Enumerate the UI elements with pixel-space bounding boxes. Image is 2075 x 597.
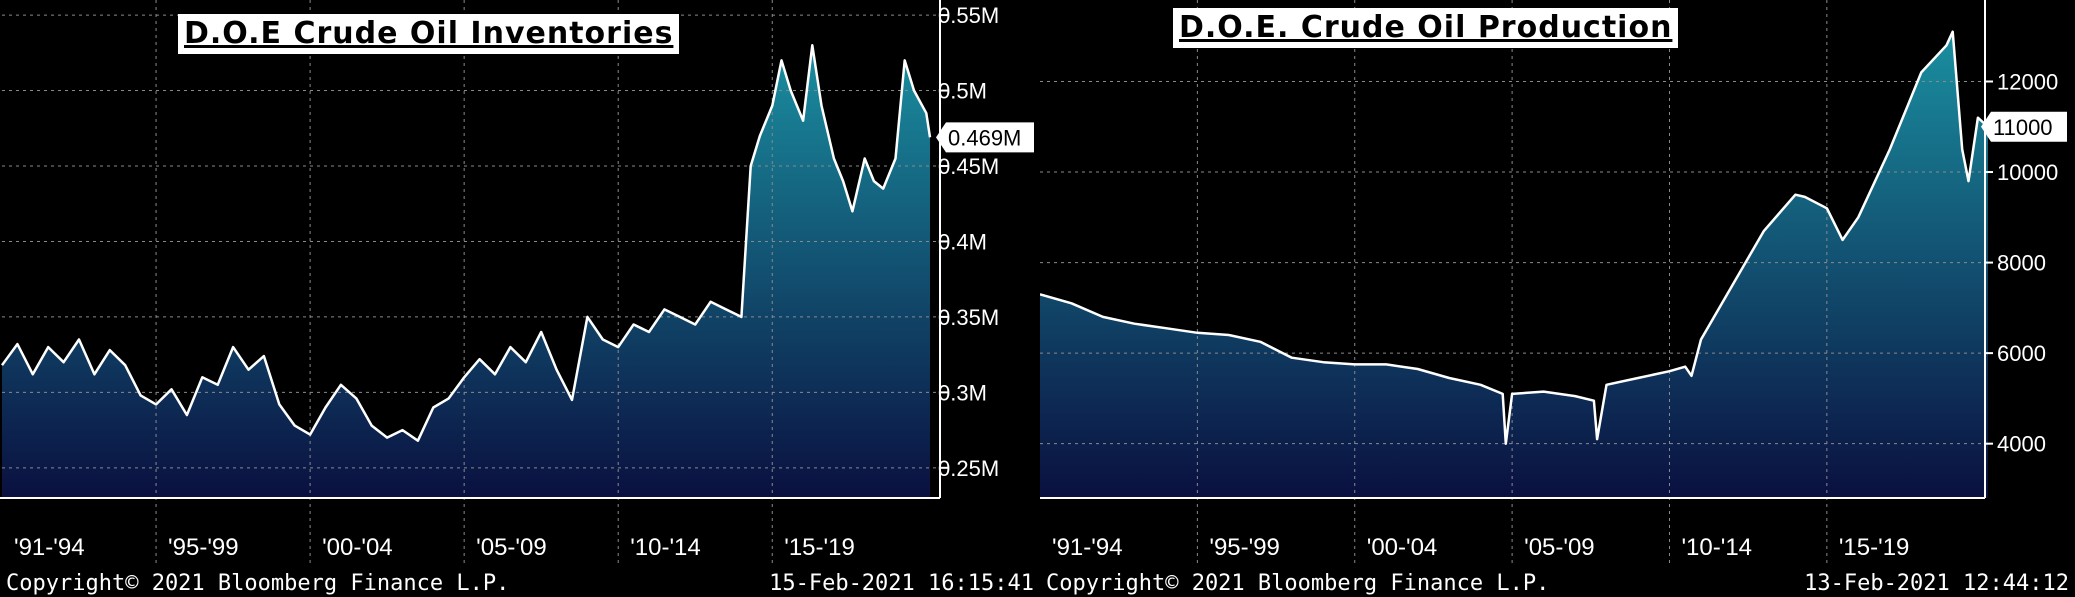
- inventories-ytick-label-6: 0.55M: [938, 3, 999, 28]
- production-xtick-label-2: '00-'04: [1367, 534, 1438, 561]
- inventories-copyright: Copyright© 2021 Bloomberg Finance L.P.: [6, 571, 510, 596]
- inventories-xtick-label-3: '05-'09: [476, 534, 547, 561]
- inventories-footer: Copyright© 2021 Bloomberg Finance L.P. 1…: [0, 571, 1040, 597]
- inventories-xtick-label-5: '15-'19: [784, 534, 855, 561]
- production-xtick-label-5: '15-'19: [1839, 534, 1910, 561]
- production-timestamp: 13-Feb-2021 12:44:12: [1804, 571, 2069, 596]
- production-series-line: [1040, 30, 1989, 445]
- production-last-value-tag: 11000: [1981, 111, 2067, 142]
- inventories-ytick-label-3: 0.4M: [938, 229, 987, 254]
- inventories-last-value-box: [936, 122, 1034, 153]
- inventories-area-fill: [2, 45, 930, 499]
- inventories-last-value-tag: 0.469M: [936, 122, 1034, 153]
- inventories-ytick-label-0: 0.25M: [938, 456, 999, 481]
- production-xtick-label-4: '10-'14: [1681, 534, 1752, 561]
- inventories-chart: 0.25M 0.3M 0.35M 0.4M 0.45M 0.5M 0.55M '91-'94 '…: [0, 0, 1034, 565]
- inventories-xtick-label-0: '91-'94: [14, 534, 85, 561]
- inventories-ytick-label-5: 0.5M: [938, 79, 987, 104]
- production-last-value-label: 11000: [1993, 115, 2053, 140]
- inventories-timestamp: 15-Feb-2021 16:15:41: [769, 571, 1034, 596]
- inventories-ytick-label-4: 0.45M: [938, 154, 999, 179]
- production-chart-panel: 4000 6000 8000 10000 12000 '91-'94 '95-'99 '00-…: [1040, 0, 2075, 597]
- inventories-xtick-label-2: '00-'04: [322, 534, 393, 561]
- production-ytick-label-4: 12000: [1997, 69, 2058, 94]
- production-footer: Copyright© 2021 Bloomberg Finance L.P. 1…: [1040, 571, 2075, 597]
- inventories-ytick-label-2: 0.35M: [938, 305, 999, 330]
- production-xtick-label-0: '91-'94: [1052, 534, 1123, 561]
- production-chart-title: D.O.E. Crude Oil Production: [1173, 8, 1679, 48]
- inventories-ytick-label-1: 0.3M: [938, 380, 987, 405]
- inventories-series-line: [0, 44, 932, 442]
- production-copyright: Copyright© 2021 Bloomberg Finance L.P.: [1046, 571, 1550, 596]
- production-xtick-label-3: '05-'09: [1524, 534, 1595, 561]
- production-ytick-label-0: 4000: [1997, 432, 2046, 457]
- production-ytick-label-1: 6000: [1997, 341, 2046, 366]
- inventories-chart-title: D.O.E Crude Oil Inventories: [178, 14, 680, 54]
- inventories-chart-panel: 0.25M 0.3M 0.35M 0.4M 0.45M 0.5M 0.55M '91-'94 '…: [0, 0, 1040, 597]
- production-area-fill: [1040, 31, 1988, 498]
- inventories-xtick-label-1: '95-'99: [168, 534, 239, 561]
- production-ytick-label-2: 8000: [1997, 251, 2046, 276]
- inventories-last-value-label: 0.469M: [948, 125, 1021, 150]
- production-chart: 4000 6000 8000 10000 12000 '91-'94 '95-'99 '00-…: [1040, 0, 2067, 565]
- production-xtick-label-1: '95-'99: [1209, 534, 1280, 561]
- production-last-value-box: [1981, 111, 2067, 142]
- production-ytick-label-3: 10000: [1997, 160, 2058, 185]
- inventories-xtick-label-4: '10-'14: [630, 534, 701, 561]
